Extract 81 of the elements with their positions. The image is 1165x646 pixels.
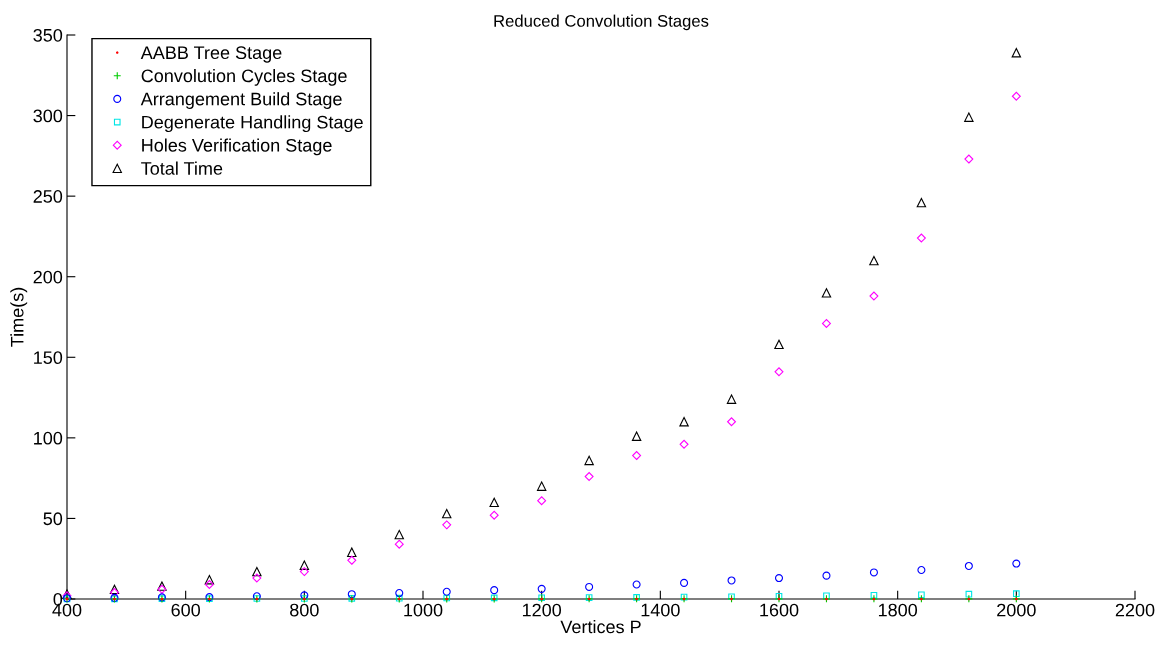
point <box>204 574 215 585</box>
point <box>917 565 926 575</box>
y-tick-label: 150 <box>34 351 63 365</box>
point <box>774 367 784 377</box>
chart-title: Reduced Convolution Stages <box>494 14 709 31</box>
point <box>442 520 452 530</box>
x-tick-label: 1200 <box>522 603 562 617</box>
point <box>964 112 974 122</box>
x-tick-label: 800 <box>290 603 319 617</box>
point <box>727 576 736 585</box>
point <box>964 154 974 164</box>
y-tick-label: 50 <box>43 512 63 526</box>
point <box>442 508 452 519</box>
point <box>965 590 973 598</box>
y-tick-label: 350 <box>33 28 63 42</box>
point <box>964 561 973 570</box>
x-axis-title: Vertices P <box>560 620 641 634</box>
point <box>1011 91 1021 101</box>
point <box>726 394 737 404</box>
point <box>395 589 404 598</box>
point <box>1011 48 1022 58</box>
legend-label: Holes Verification Stage <box>142 138 332 156</box>
point <box>299 560 310 570</box>
point <box>918 591 925 599</box>
point <box>632 580 641 589</box>
point <box>442 587 451 596</box>
point <box>537 584 546 593</box>
point <box>204 580 214 589</box>
point <box>679 439 689 449</box>
point <box>1012 559 1021 568</box>
x-tick-label: 600 <box>171 603 201 617</box>
x-tick-label: 1600 <box>760 603 799 617</box>
legend-label: Convolution Cycles Stage <box>141 68 347 86</box>
point <box>631 431 642 441</box>
x-tick-label: 1800 <box>878 603 918 617</box>
point <box>869 568 878 577</box>
point <box>347 590 356 599</box>
point <box>347 555 357 565</box>
point <box>584 472 594 482</box>
point <box>632 451 642 461</box>
point <box>490 586 499 595</box>
point <box>774 339 784 350</box>
point <box>584 455 594 466</box>
x-tick-label: 2000 <box>997 603 1036 617</box>
point <box>821 318 831 328</box>
y-tick-label: 250 <box>33 190 63 203</box>
point <box>489 497 499 508</box>
point <box>394 529 404 540</box>
point <box>679 417 689 427</box>
x-tick-label: 1400 <box>641 603 680 617</box>
point <box>347 547 357 557</box>
point <box>870 591 878 599</box>
x-tick-label: 2200 <box>1115 603 1155 617</box>
point <box>822 571 831 580</box>
y-axis-title: Time(s) <box>10 287 28 347</box>
point <box>869 255 879 266</box>
legend-label: AABB Tree Stage <box>140 46 282 63</box>
point <box>109 588 119 598</box>
point <box>916 233 926 243</box>
point <box>300 591 309 600</box>
point <box>774 574 784 583</box>
y-tick-label: 100 <box>34 431 63 445</box>
point <box>585 582 594 591</box>
point <box>252 566 262 577</box>
point <box>252 573 262 583</box>
point <box>537 496 547 506</box>
point <box>394 539 404 549</box>
point <box>869 291 879 301</box>
y-tick-label: 200 <box>33 270 63 284</box>
point <box>680 578 689 587</box>
point <box>536 481 547 491</box>
point <box>916 197 927 208</box>
y-tick-label: 300 <box>33 109 63 123</box>
point <box>727 417 737 427</box>
legend-label: Arrangement Build Stage <box>140 92 342 109</box>
x-tick-label: 1000 <box>404 603 443 617</box>
point <box>299 567 309 577</box>
legend-label: Total Time <box>141 161 223 175</box>
point <box>489 510 499 520</box>
point <box>821 288 832 298</box>
legend-label: Degenerate Handling Stage <box>142 115 363 133</box>
